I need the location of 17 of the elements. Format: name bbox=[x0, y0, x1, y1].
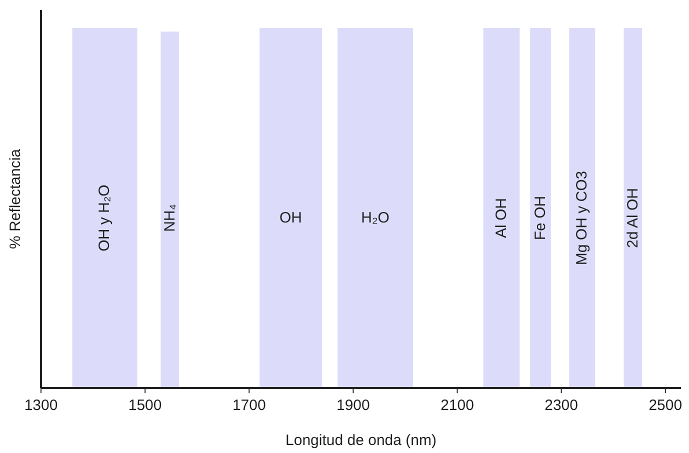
x-tick-label: 1300 bbox=[24, 397, 58, 414]
annotation: NH₄ bbox=[161, 204, 178, 232]
annotation: Mg OH y CO3 bbox=[574, 170, 591, 266]
annotation: OH y H₂O bbox=[96, 184, 114, 252]
annotation: OH bbox=[280, 210, 302, 226]
annotation: 2d Al OH bbox=[624, 188, 642, 248]
x-tick-label: 2100 bbox=[440, 397, 474, 414]
x-tick-label: 1500 bbox=[128, 397, 162, 414]
annotation: H₂O bbox=[361, 210, 390, 226]
x-tick-label: 2300 bbox=[544, 397, 578, 414]
annotation: Fe OH bbox=[532, 196, 550, 240]
y-axis-title: % Reflectancia bbox=[7, 148, 24, 250]
annotation: Al OH bbox=[492, 198, 510, 238]
x-tick-label: 1700 bbox=[232, 397, 266, 414]
x-axis-title: Longitud de onda (nm) bbox=[286, 432, 436, 449]
x-tick-label: 1900 bbox=[336, 397, 370, 414]
x-tick-label: 2500 bbox=[648, 397, 682, 414]
